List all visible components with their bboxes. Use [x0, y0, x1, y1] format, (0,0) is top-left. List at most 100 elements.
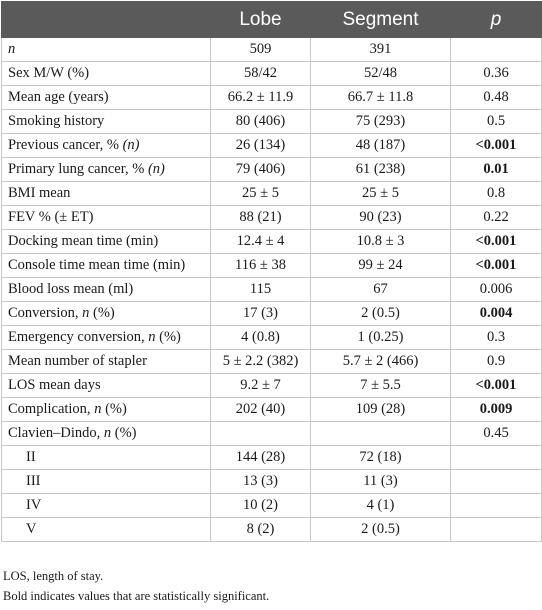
row-label-text: Smoking history — [8, 113, 105, 129]
p-value — [450, 493, 542, 518]
segment-value: 25 ± 5 — [310, 181, 451, 206]
lobe-value: 58/42 — [210, 61, 311, 86]
row-label-text: V — [26, 521, 37, 537]
header-p: p — [450, 1, 542, 38]
row-label: Docking mean time (min) — [1, 229, 211, 254]
header-segment: Segment — [310, 1, 451, 38]
row-label: Emergency conversion, n (%) — [1, 325, 211, 350]
p-value: 0.8 — [450, 181, 542, 206]
row-label-text: Sex M/W (%) — [8, 65, 90, 81]
lobe-value: 88 (21) — [210, 205, 311, 230]
table-row: II 144 (28) 72 (18) — [1, 445, 542, 470]
lobe-value: 115 — [210, 277, 311, 302]
row-label: BMI mean — [1, 181, 211, 206]
p-value: 0.006 — [450, 277, 542, 302]
row-label-text: Console time mean time (min) — [8, 257, 186, 273]
table-row: Primary lung cancer, % (n) 79 (406) 61 (23… — [1, 157, 542, 182]
segment-value: 2 (0.5) — [310, 301, 451, 326]
row-label-text: Previous cancer, % — [8, 137, 123, 153]
row-label-n: (n) — [147, 161, 165, 177]
p-value — [450, 37, 542, 62]
header-lobe: Lobe — [210, 1, 311, 38]
table-row: V 8 (2) 2 (0.5) — [1, 517, 542, 542]
lobe-value: 9.2 ± 7 — [210, 373, 311, 398]
row-label: V — [1, 517, 211, 542]
row-label-text: n — [8, 41, 16, 57]
p-value — [450, 517, 542, 542]
row-label-text: Blood loss mean (ml) — [8, 281, 134, 297]
lobe-value: 202 (40) — [210, 397, 311, 422]
table-row: Mean number of stapler 5 ± 2.2 (382) 5.7 ±… — [1, 349, 542, 374]
p-value: 0.9 — [450, 349, 542, 374]
row-label: Complication, n (%) — [1, 397, 211, 422]
row-label: Sex M/W (%) — [1, 61, 211, 86]
row-label-n: n — [94, 401, 102, 417]
table-row: FEV % (± ET) 88 (21) 90 (23) 0.22 — [1, 205, 542, 230]
segment-value: 10.8 ± 3 — [310, 229, 451, 254]
row-label: Primary lung cancer, % (n) — [1, 157, 211, 182]
segment-value: 90 (23) — [310, 205, 451, 230]
lobe-value: 5 ± 2.2 (382) — [210, 349, 311, 374]
row-label-suffix: (%) — [155, 329, 181, 345]
segment-value — [310, 421, 451, 446]
table-header: Lobe Segment p — [1, 1, 542, 38]
row-label: III — [1, 469, 211, 494]
table-row: Conversion, n (%) 17 (3) 2 (0.5) 0.004 — [1, 301, 542, 326]
segment-value: 11 (3) — [310, 469, 451, 494]
table-row: Sex M/W (%) 58/42 52/48 0.36 — [1, 61, 542, 86]
p-value: <0.001 — [450, 229, 542, 254]
table-row: IV 10 (2) 4 (1) — [1, 493, 542, 518]
row-label: Conversion, n (%) — [1, 301, 211, 326]
row-label: Smoking history — [1, 109, 211, 134]
row-label: Console time mean time (min) — [1, 253, 211, 278]
p-value: 0.22 — [450, 205, 542, 230]
lobe-value: 25 ± 5 — [210, 181, 311, 206]
footnote-bold: Bold indicates values that are statistic… — [3, 589, 270, 603]
table-row: n 509 391 — [1, 37, 542, 62]
lobe-value: 10 (2) — [210, 493, 311, 518]
row-label-suffix: (%) — [111, 425, 137, 441]
lobe-value: 80 (406) — [210, 109, 311, 134]
table-row: BMI mean 25 ± 5 25 ± 5 0.8 — [1, 181, 542, 206]
row-label: Blood loss mean (ml) — [1, 277, 211, 302]
lobe-value: 509 — [210, 37, 311, 62]
row-label-text: FEV % (± ET) — [8, 209, 94, 225]
row-label-text: Complication, — [8, 401, 95, 417]
row-label: IV — [1, 493, 211, 518]
lobe-value — [210, 421, 311, 446]
p-value — [450, 469, 542, 494]
p-value: <0.001 — [450, 253, 542, 278]
segment-value: 5.7 ± 2 (466) — [310, 349, 451, 374]
row-label: LOS mean days — [1, 373, 211, 398]
lobe-value: 79 (406) — [210, 157, 311, 182]
lobe-value: 4 (0.8) — [210, 325, 311, 350]
row-label-text: III — [26, 473, 41, 489]
header-variable — [1, 1, 211, 38]
segment-value: 52/48 — [310, 61, 451, 86]
row-label-text: BMI mean — [8, 185, 71, 201]
header-row: Lobe Segment p — [1, 1, 542, 38]
row-label-text: Primary lung cancer, % — [8, 161, 148, 177]
row-label-text: Mean age (years) — [8, 89, 109, 105]
segment-value: 61 (238) — [310, 157, 451, 182]
row-label-text: II — [26, 449, 36, 465]
row-label-text: Conversion, — [8, 305, 83, 321]
p-value: 0.01 — [450, 157, 542, 182]
row-label-suffix: (%) — [101, 401, 127, 417]
row-label: FEV % (± ET) — [1, 205, 211, 230]
segment-value: 75 (293) — [310, 109, 451, 134]
row-label-text: LOS mean days — [8, 377, 101, 393]
segment-value: 1 (0.25) — [310, 325, 451, 350]
row-label-n: n — [82, 305, 90, 321]
segment-value: 48 (187) — [310, 133, 451, 158]
p-value: <0.001 — [450, 373, 542, 398]
segment-value: 109 (28) — [310, 397, 451, 422]
segment-value: 7 ± 5.5 — [310, 373, 451, 398]
lobe-value: 144 (28) — [210, 445, 311, 470]
row-label-text: Emergency conversion, — [8, 329, 149, 345]
lobe-value: 13 (3) — [210, 469, 311, 494]
table-row: Previous cancer, % (n) 26 (134) 48 (187) <0… — [1, 133, 542, 158]
table-row: Console time mean time (min) 116 ± 38 99 ±… — [1, 253, 542, 278]
p-value: 0.009 — [450, 397, 542, 422]
